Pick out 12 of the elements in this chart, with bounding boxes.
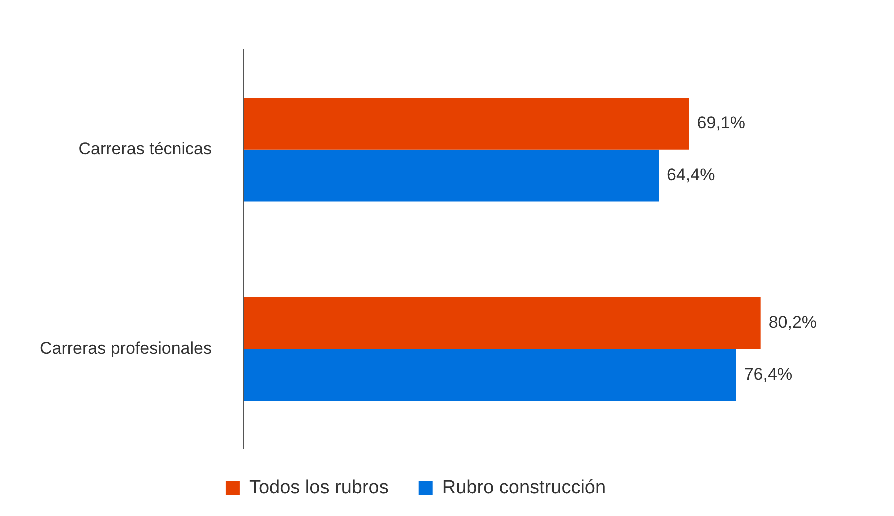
y-tick-label: Carreras profesionales (40, 338, 212, 358)
legend-label: Todos los rubros (249, 478, 389, 499)
data-label: 80,2% (768, 313, 818, 332)
legend-label: Rubro construcción (442, 478, 606, 499)
bar (244, 98, 690, 150)
bar (244, 297, 761, 350)
data-label: 69,1% (697, 114, 746, 133)
bar (244, 349, 736, 402)
bar (244, 150, 660, 202)
y-tick-label: Carreras técnicas (78, 140, 212, 159)
data-label: 76,4% (744, 364, 793, 384)
data-label: 64,4% (667, 166, 716, 185)
